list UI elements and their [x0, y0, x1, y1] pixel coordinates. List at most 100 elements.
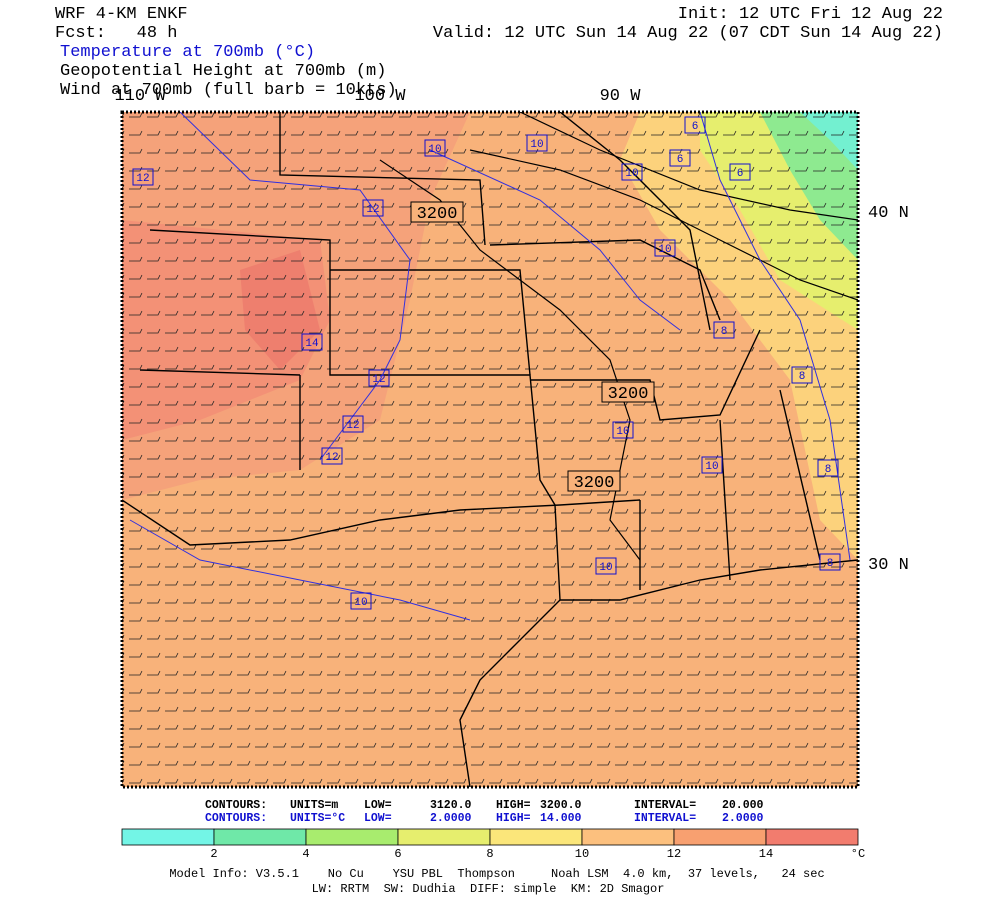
colorbar-tick-label: 8 [486, 847, 493, 861]
contour-info-field: HIGH= [496, 812, 531, 825]
init-time: Init: 12 UTC Fri 12 Aug 22 [678, 5, 943, 24]
field-height: Geopotential Height at 700mb (m) [60, 62, 386, 81]
colorbar-segment [673, 828, 767, 846]
temperature-label-box [526, 134, 548, 152]
valid-time: Valid: 12 UTC Sun 14 Aug 22 (07 CDT Sun … [433, 24, 943, 43]
state-borders [122, 112, 858, 787]
contour-info-field: HIGH= [496, 799, 531, 812]
colorbar: 2 4 6 8 10 12 14 °C [121, 828, 865, 861]
latitude-label: 30 N [868, 556, 909, 575]
height-label-box [601, 381, 655, 403]
contour-info: CONTOURS: UNITS=m LOW= 3120.0 HIGH= 3200.0 INT… [205, 799, 764, 825]
model-title: WRF 4-KM ENKF [55, 5, 188, 24]
temperature-label-box [424, 139, 446, 157]
longitude-label: 100 W [354, 87, 406, 106]
contour-labels: 3200 3200 3200 12 10 10 6 6 10 6 12 10 14 8 12 8 12 10 12 1… [132, 116, 841, 610]
temperature-label-box [132, 168, 154, 186]
contour-info-field: 2.0000 [722, 812, 764, 825]
wind-barbs [122, 112, 858, 787]
temperature-contour-label: 10 [616, 426, 629, 438]
temperature-contour-label: 10 [599, 562, 612, 574]
height-contour-label: 3200 [608, 385, 649, 404]
height-contour-label: 3200 [574, 474, 615, 493]
temperature-contour-label: 8 [827, 558, 834, 570]
temperature-label-box [595, 557, 617, 575]
temperature-contour-label: 12 [136, 173, 149, 185]
colorbar-segment [397, 828, 491, 846]
temperature-contour-label: 6 [692, 121, 699, 133]
field-wind: Wind at 700mb (full barb = 10kts) [60, 81, 397, 100]
contour-info-field: LOW= [364, 812, 392, 825]
contour-info-field: 14.000 [540, 812, 582, 825]
temperature-contour-label: 12 [325, 452, 338, 464]
contour-info-field: 2.0000 [430, 812, 472, 825]
temperature-label-box [368, 369, 390, 387]
contour-info-field: LOW= [364, 799, 392, 812]
colorbar-segment [121, 828, 215, 846]
colorbar-tick-label: 6 [394, 847, 401, 861]
contour-info-field: INTERVAL= [634, 799, 696, 812]
contour-info-field: 3200.0 [540, 799, 582, 812]
colorbar-segment [581, 828, 675, 846]
temperature-contours [129, 112, 851, 621]
map-panel [122, 112, 858, 787]
colorbar-tick-label: 10 [575, 847, 589, 861]
temperature-label-box [819, 553, 841, 571]
temperature-contour-label: 10 [428, 144, 441, 156]
temperature-contour-label: 10 [705, 461, 718, 473]
temperature-contour-label: 12 [366, 204, 379, 216]
model-info: LW: RRTM SW: Dudhia DIFF: simple KM: 2D … [312, 882, 665, 896]
contour-info-field: CONTOURS: [205, 812, 267, 825]
contour-info-field: INTERVAL= [634, 812, 696, 825]
colorbar-tick-label: 4 [302, 847, 309, 861]
temperature-label-box [817, 459, 839, 477]
model-info: Model Info: V3.5.1 No Cu YSU PBL Thompso… [169, 867, 824, 881]
temperature-contour-label: 10 [530, 139, 543, 151]
forecast-hour: Fcst: 48 h [55, 24, 177, 43]
temperature-label-box [612, 421, 634, 439]
field-temperature: Temperature at 700mb (°C) [60, 43, 315, 62]
map-frame [120, 110, 860, 789]
temperature-label-box [621, 163, 643, 181]
temperature-contour-label: 6 [677, 154, 684, 166]
contour-info-field: 3120.0 [430, 799, 472, 812]
temperature-contour-label: 10 [625, 168, 638, 180]
contour-info-field: UNITS=°C [290, 812, 345, 825]
temperature-label-box [362, 199, 384, 217]
temperature-contour-label: 8 [799, 371, 806, 383]
temperature-contour-label: 10 [354, 597, 367, 609]
temperature-label-box [729, 163, 751, 181]
temperature-contour-label: 14 [305, 338, 319, 350]
temperature-contour-label: 10 [658, 244, 671, 256]
colorbar-segment [213, 828, 307, 846]
longitude-label: 90 W [600, 87, 642, 106]
colorbar-tick-label: 12 [667, 847, 681, 861]
colorbar-unit: °C [851, 847, 865, 861]
colorbar-tick-label: 2 [210, 847, 217, 861]
height-label-box [410, 201, 464, 223]
height-label-box [567, 470, 621, 492]
temperature-label-box [791, 366, 813, 384]
temperature-label-box [701, 456, 723, 474]
temperature-label-box [301, 333, 323, 351]
temperature-label-box [654, 239, 676, 257]
temperature-contour-label: 8 [825, 464, 832, 476]
longitude-label: 110 W [114, 87, 166, 106]
height-contour-label: 3200 [417, 205, 458, 224]
temperature-label-box [350, 592, 372, 610]
temperature-label-box [321, 447, 343, 465]
colorbar-segment [305, 828, 399, 846]
latitude-label: 40 N [868, 204, 909, 223]
temperature-contour-label: 12 [346, 420, 359, 432]
temperature-label-box [669, 149, 691, 167]
contour-info-field: CONTOURS: [205, 799, 267, 812]
temperature-contour-label: 8 [721, 326, 728, 338]
colorbar-tick-label: 14 [759, 847, 773, 861]
temperature-contour-label: 12 [372, 374, 385, 386]
colorbar-segment [489, 828, 583, 846]
colorbar-segment [765, 828, 859, 846]
temperature-label-box [342, 415, 364, 433]
contour-info-field: 20.000 [722, 799, 764, 812]
temperature-contour-label: 6 [737, 168, 744, 180]
